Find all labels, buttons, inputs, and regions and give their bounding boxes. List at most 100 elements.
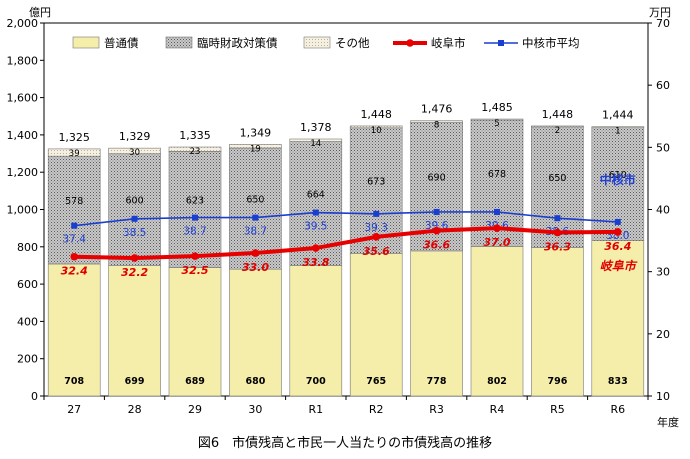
bar-sonota	[591, 126, 645, 128]
bar-label-futsusai: 680	[245, 376, 265, 387]
left-tick-label: 400	[17, 315, 38, 328]
left-tick-label: 1,200	[7, 166, 39, 179]
bar-rinji	[47, 155, 101, 265]
label-chukakushi: 38.7	[244, 226, 267, 238]
point-chukakushi	[312, 209, 319, 216]
bar-total-label: 1,476	[421, 103, 453, 116]
bar-futsusai	[349, 253, 403, 397]
label-chukakushi: 39.3	[365, 222, 388, 234]
x-tick-label: R2	[369, 403, 384, 416]
legend-label-gifushi: 岐阜市	[431, 36, 466, 50]
bar-rinji	[168, 151, 222, 268]
point-chukakushi	[71, 222, 78, 229]
bar-futsusai	[591, 240, 645, 397]
right-tick-label: 50	[656, 141, 670, 154]
label-gifushi: 35.6	[363, 245, 390, 258]
left-axis-ticks: 0 200 400 600 800 1,000 1,200 1,400 1,600 1,800 2,…	[7, 17, 44, 403]
right-tick-label: 30	[656, 266, 670, 279]
point-gifushi	[432, 226, 441, 235]
left-tick-label: 600	[17, 278, 38, 291]
legend-swatch-rinji	[165, 36, 193, 49]
bar-label-rinji: 673	[367, 177, 385, 188]
bar-label-futsusai: 778	[427, 376, 447, 387]
bar-futsusai	[410, 250, 463, 397]
point-chukakushi	[373, 210, 380, 217]
bar-sonota	[168, 146, 222, 152]
bar-label-futsusai: 802	[487, 376, 507, 387]
bar-rinji	[229, 147, 282, 270]
legend-label-futsusai: 普通債	[104, 36, 139, 50]
point-chukakushi	[614, 218, 621, 225]
label-gifushi: 32.5	[181, 264, 208, 277]
legend-swatch-futsusai	[72, 36, 100, 49]
bar-rinji	[108, 153, 161, 266]
left-tick-label: 800	[17, 241, 38, 254]
left-tick-label: 1,000	[7, 204, 39, 217]
label-gifushi: 32.4	[61, 265, 88, 278]
left-tick-label: 2,000	[7, 17, 39, 30]
right-tick-label: 70	[656, 17, 670, 30]
left-tick-label: 1,400	[7, 129, 39, 142]
label-gifushi: 32.2	[121, 266, 148, 279]
x-tick-label: R1	[308, 403, 323, 416]
line-chukakushi	[74, 211, 618, 227]
chart-title: 図6 市債残高と市民一人当たりの市債残高の推移	[197, 436, 493, 451]
bar-label-sonota: 14	[310, 139, 321, 149]
series-tag-gifushi: 岐阜市	[600, 259, 638, 273]
bar-label-rinji: 578	[65, 196, 83, 207]
x-axis-ticks: 27 28 29 30 R1 R2 R3 R4 R5 R6	[43, 396, 649, 416]
x-tick-label: 30	[248, 403, 262, 416]
label-chukakushi: 38.5	[123, 227, 146, 239]
bar-sonota	[108, 147, 161, 155]
legend-marker-chukakushi	[498, 40, 504, 46]
x-tick-label: R3	[429, 403, 444, 416]
bar-label-futsusai: 708	[64, 376, 84, 387]
bar-label-futsusai: 700	[306, 376, 326, 387]
x-tick-label: R6	[610, 403, 625, 416]
label-gifushi: 36.6	[423, 239, 450, 252]
label-chukakushi: 37.4	[63, 234, 87, 246]
x-tick-label: R5	[550, 403, 565, 416]
bar-sonota	[349, 125, 403, 129]
point-chukakushi	[494, 208, 500, 215]
point-gifushi	[70, 252, 78, 261]
label-gifushi: 36.3	[544, 241, 571, 254]
series-tag-chukakushi: 中核市	[600, 172, 636, 187]
bar-label-rinji: 690	[428, 173, 446, 184]
legend-label-sonota: その他	[335, 36, 370, 50]
point-gifushi	[312, 244, 320, 252]
bar-label-rinji: 600	[126, 196, 144, 207]
label-gifushi: 33.0	[242, 261, 269, 274]
left-tick-label: 200	[17, 353, 38, 366]
line-gifushi	[74, 226, 618, 260]
bar-label-rinji: 623	[186, 195, 204, 206]
label-chukakushi: 38.7	[183, 226, 206, 238]
bar-label-sonota: 8	[434, 121, 439, 131]
right-axis-ticks: 10 20 30 40 50 60 70	[648, 17, 670, 403]
legend-swatch-sonota	[303, 36, 331, 49]
bar-label-rinji: 650	[548, 173, 566, 184]
bar-label-rinji: 678	[488, 169, 506, 180]
bar-futsusai	[168, 267, 222, 397]
point-gifushi	[130, 254, 139, 262]
bar-futsusai	[108, 265, 161, 397]
bar-futsusai	[47, 263, 101, 397]
x-tick-label: 28	[128, 403, 142, 416]
bar-total-label: 1,325	[58, 131, 90, 144]
x-axis-label: 年度	[657, 415, 679, 429]
left-tick-label: 1,800	[7, 54, 39, 67]
bar-label-sonota: 2	[555, 126, 560, 136]
bar-total-label: 1,335	[179, 129, 211, 142]
right-tick-label: 60	[656, 79, 670, 92]
bar-rinji	[349, 127, 403, 254]
bar-label-sonota: 10	[371, 126, 382, 136]
bar-sonota	[47, 148, 101, 157]
bar-label-sonota: 23	[190, 147, 201, 157]
bar-rinji	[531, 126, 584, 248]
bar-total-label: 1,378	[300, 121, 332, 134]
bar-futsusai	[470, 246, 524, 397]
bar-label-futsusai: 765	[366, 376, 386, 387]
right-tick-label: 40	[656, 204, 670, 217]
legend-label-chukakushi: 中核市平均	[522, 36, 580, 50]
